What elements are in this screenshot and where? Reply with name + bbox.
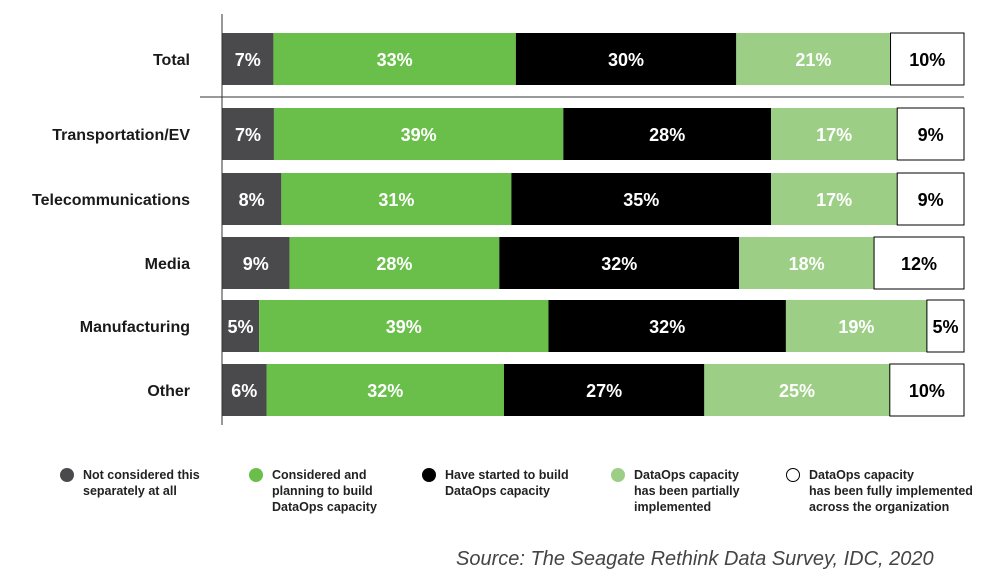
data-label-manufacturing-s3: 32% (649, 317, 685, 337)
legend-label-started-building: Have started to build DataOps capacity (445, 468, 569, 498)
bar-segment-other-s2 (266, 364, 504, 416)
data-label-media-s3: 32% (601, 254, 637, 274)
data-label-total-s4: 21% (795, 50, 831, 70)
data-label-manufacturing-s4: 19% (838, 317, 874, 337)
data-label-telecommunications-s1: 8% (239, 190, 265, 210)
data-label-transportation-ev-s3: 28% (649, 125, 685, 145)
data-label-media-s1: 9% (243, 254, 269, 274)
category-label-transportation-ev: Transportation/EV (52, 127, 190, 144)
legend-dot-partially-implemented (611, 468, 625, 482)
legend-dot-considered-planning (249, 468, 263, 482)
bar-segment-transportation-ev-s3 (563, 108, 772, 160)
category-label-manufacturing: Manufacturing (80, 319, 190, 336)
data-label-manufacturing-s1: 5% (228, 317, 254, 337)
data-label-other-s5: 10% (909, 381, 945, 401)
bar-segment-media-s2 (289, 237, 500, 289)
data-label-transportation-ev-s5: 9% (918, 125, 944, 145)
category-label-total: Total (153, 52, 190, 69)
category-label-other: Other (147, 383, 190, 400)
data-label-media-s5: 12% (901, 254, 937, 274)
category-label-media: Media (145, 256, 190, 273)
bar-segment-total-s2 (273, 33, 516, 85)
bar-segment-manufacturing-s1 (222, 300, 260, 352)
legend-dot-fully-implemented (786, 468, 800, 482)
bar-segment-total-s5 (890, 32, 965, 86)
data-label-media-s2: 28% (376, 254, 412, 274)
legend-item-partially-implemented: DataOps capacity has been partially impl… (611, 467, 740, 515)
legend-item-started-building: Have started to build DataOps capacity (422, 467, 569, 499)
data-label-manufacturing-s5: 5% (932, 317, 958, 337)
data-label-other-s2: 32% (367, 381, 403, 401)
bar-segment-telecommunications-s1 (222, 173, 282, 225)
legend-item-not-considered: Not considered this separately at all (60, 467, 200, 499)
bar-segment-telecommunications-s3 (511, 173, 772, 225)
bar-segment-other-s1 (222, 364, 267, 416)
legend-dot-started-building (422, 468, 436, 482)
bar-segment-other-s5 (889, 363, 965, 417)
bar-segment-total-s1 (222, 33, 274, 85)
data-label-other-s3: 27% (586, 381, 622, 401)
bar-segment-other-s4 (704, 364, 890, 416)
data-label-total-s3: 30% (608, 50, 644, 70)
data-label-other-s1: 6% (231, 381, 257, 401)
chart-legend: Not considered this separately at all Co… (0, 467, 1000, 527)
bar-segment-total-s3 (515, 33, 737, 85)
data-label-total-s1: 7% (235, 50, 261, 70)
legend-dot-not-considered (60, 468, 74, 482)
data-label-other-s4: 25% (779, 381, 815, 401)
data-label-manufacturing-s2: 39% (386, 317, 422, 337)
bar-segment-transportation-ev-s5 (896, 107, 965, 161)
source-note: Source: The Seagate Rethink Data Survey,… (456, 548, 934, 570)
bar-segment-media-s1 (222, 237, 290, 289)
bar-segment-manufacturing-s5 (926, 299, 965, 353)
data-label-transportation-ev-s2: 39% (401, 125, 437, 145)
data-label-telecommunications-s4: 17% (816, 190, 852, 210)
data-label-total-s5: 10% (909, 50, 945, 70)
data-label-transportation-ev-s1: 7% (235, 125, 261, 145)
legend-item-considered-planning: Considered and planning to build DataOps… (249, 467, 377, 515)
bar-segment-media-s3 (499, 237, 740, 289)
bar-segment-telecommunications-s5 (896, 172, 965, 226)
legend-item-fully-implemented: DataOps capacity has been fully implemen… (786, 467, 973, 515)
data-label-media-s4: 18% (789, 254, 825, 274)
bar-segment-manufacturing-s2 (259, 300, 549, 352)
legend-label-partially-implemented: DataOps capacity has been partially impl… (634, 468, 740, 514)
data-label-telecommunications-s5: 9% (918, 190, 944, 210)
data-label-transportation-ev-s4: 17% (816, 125, 852, 145)
legend-label-not-considered: Not considered this separately at all (83, 468, 200, 498)
data-label-telecommunications-s2: 31% (378, 190, 414, 210)
bar-segment-telecommunications-s4 (771, 173, 898, 225)
bar-segment-media-s5 (873, 236, 965, 290)
legend-label-fully-implemented: DataOps capacity has been fully implemen… (809, 468, 973, 514)
bar-segment-telecommunications-s2 (281, 173, 512, 225)
legend-label-considered-planning: Considered and planning to build DataOps… (272, 468, 377, 514)
bar-segment-media-s4 (739, 237, 875, 289)
category-label-telecommunications: Telecommunications (32, 192, 190, 209)
bar-segment-transportation-ev-s2 (273, 108, 564, 160)
stacked-bar-chart: Total 7% 33% 30% 21% 10% Transportation/EV 7% 39… (32, 14, 965, 425)
bar-segment-manufacturing-s4 (785, 300, 927, 352)
data-label-telecommunications-s3: 35% (623, 190, 659, 210)
data-label-total-s2: 33% (377, 50, 413, 70)
bar-segment-total-s4 (736, 33, 891, 85)
bar-segment-transportation-ev-s4 (771, 108, 898, 160)
bar-segment-transportation-ev-s1 (222, 108, 274, 160)
bar-segment-other-s3 (503, 364, 705, 416)
bar-segment-manufacturing-s3 (548, 300, 786, 352)
